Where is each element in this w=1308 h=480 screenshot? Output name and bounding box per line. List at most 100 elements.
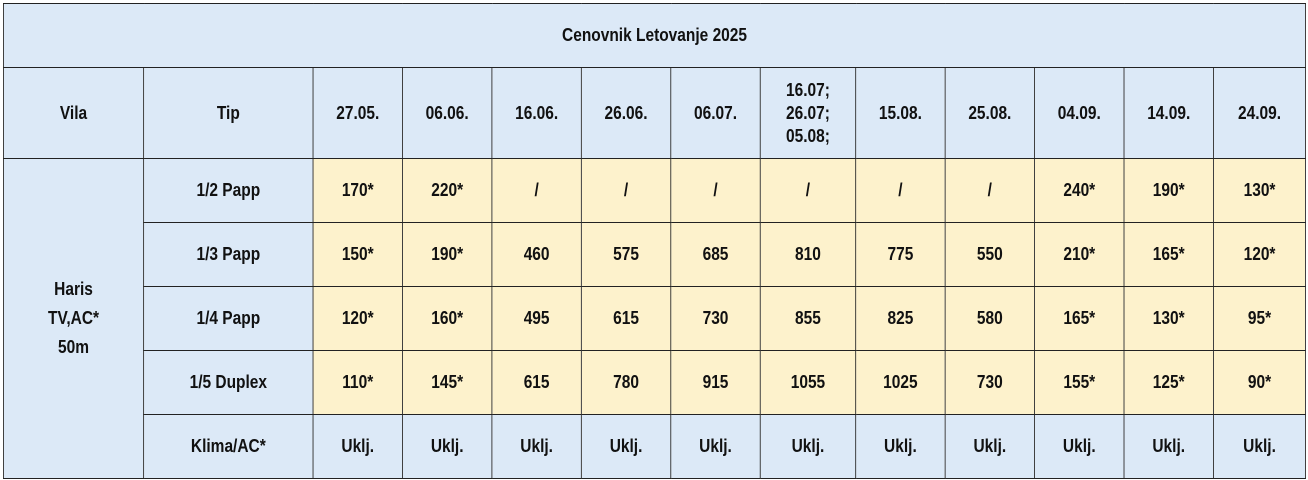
header-row: Vila Tip 27.05. 06.06. 16.06. 26.06. 06.07. 1… [3,67,1307,159]
price-cell: 190* [402,222,493,287]
price-cell: 125* [1123,350,1214,415]
price-cell: 550 [944,222,1036,287]
table-row: 1/3 Papp 150* 190* 460 575 685 810 775 550 210* 16… [3,222,1307,287]
price-cell: 685 [670,222,761,287]
price-cell: 580 [944,286,1036,351]
header-date-line: 24.09. [1238,102,1282,123]
price-cell: / [580,158,672,223]
villa-line: Haris [54,279,93,299]
room-type-cell: 1/5 Duplex [143,350,314,415]
header-date: 15.08. [855,67,946,159]
price-cell: / [491,158,582,223]
ac-cell: Uklj. [1213,414,1307,479]
ac-cell: Uklj. [759,414,857,479]
price-cell: 780 [580,350,672,415]
table-row: Klima/AC* Uklj. Uklj. Uklj. Uklj. Uklj. Uklj. U… [3,414,1307,479]
table-title: Cenovnik Letovanje 2025 [2,3,1307,68]
villa-cell: Haris TV,AC* 50m [3,158,145,479]
price-cell: 220* [402,158,493,223]
header-date: 16.06. [491,67,582,159]
price-list-table: Cenovnik Letovanje 2025 Vila Tip 27.05. 0… [2,3,1307,479]
header-date-line: 14.09. [1147,102,1191,123]
price-cell: 160* [402,286,493,351]
room-type-cell: 1/2 Papp [143,158,314,223]
villa-line: 50m [58,337,90,357]
header-vila: Vila [3,67,145,159]
price-cell: 495 [491,286,582,351]
title-row: Cenovnik Letovanje 2025 [2,3,1307,68]
header-date-line: 16.07; [786,79,830,100]
header-date: 04.09. [1034,67,1125,159]
header-date-line: 25.08. [968,102,1012,123]
header-date: 06.07. [670,67,761,159]
header-date: 26.06. [580,67,672,159]
header-date-line: 26.07; [786,102,830,123]
price-cell: 575 [580,222,672,287]
price-cell: 1025 [855,350,946,415]
ac-cell: Uklj. [1034,414,1125,479]
ac-cell: Uklj. [580,414,672,479]
price-cell: 855 [759,286,857,351]
header-date-line: 16.06. [515,102,559,123]
price-cell: / [759,158,857,223]
price-cell: 170* [312,158,403,223]
price-rows: Haris TV,AC* 50m 1/2 Papp 170* 220* / / / / //240*… [3,158,1307,479]
price-cell: 915 [670,350,761,415]
header-date-line: 27.05. [336,102,380,123]
price-cell: 165* [1123,222,1214,287]
ac-cell: Uklj. [1123,414,1214,479]
header-date: 14.09. [1123,67,1214,159]
price-cell: 145* [402,350,493,415]
price-cell: 775 [855,222,946,287]
villa-line: TV,AC* [47,308,100,328]
header-date: 24.09. [1213,67,1307,159]
price-cell: / [670,158,761,223]
price-cell: 120* [1213,222,1307,287]
price-cell: 460 [491,222,582,287]
ac-cell: Uklj. [670,414,761,479]
table-row: Haris TV,AC* 50m 1/2 Papp 170* 220* / / / / //240*… [3,158,1307,479]
room-type-cell: 1/4 Papp [143,286,314,351]
price-cell: 190* [1123,158,1214,223]
price-cell: 810 [759,222,857,287]
price-cell: 210* [1034,222,1125,287]
header-date-line: 04.09. [1057,102,1101,123]
header-date: 06.06. [402,67,493,159]
ac-cell: Uklj. [855,414,946,479]
header-date-line: 15.08. [878,102,922,123]
price-cell: 615 [491,350,582,415]
ac-cell: Uklj. [312,414,403,479]
table-row: 1/5 Duplex 110* 145* 615 780 915 1055 1025 730 15… [3,350,1307,415]
room-type-cell: Klima/AC* [143,414,314,479]
price-cell: 165* [1034,286,1125,351]
price-cell: 730 [670,286,761,351]
price-cell: 1055 [759,350,857,415]
table-row: 1/4 Papp 120* 160* 495 615 730 855 825 580 165* 13… [3,286,1307,351]
header-date-line: 06.07. [693,102,738,123]
price-cell: 110* [312,350,403,415]
header-date: 16.07; 26.07; 05.08; [759,67,857,159]
price-cell: 130* [1213,158,1307,223]
header-date-line: 05.08; [786,125,830,146]
price-cell: 730 [944,350,1036,415]
price-cell: 90* [1213,350,1307,415]
price-cell: / [944,158,1036,223]
ac-cell: Uklj. [402,414,493,479]
price-cell: 825 [855,286,946,351]
header-date-line: 06.06. [425,102,469,123]
price-cell: 150* [312,222,403,287]
header-date-line: 26.06. [604,102,648,123]
ac-cell: Uklj. [944,414,1036,479]
ac-cell: Uklj. [491,414,582,479]
price-cell: 130* [1123,286,1214,351]
room-type-cell: 1/3 Papp [143,222,314,287]
price-cell: 95* [1213,286,1307,351]
price-cell: / [855,158,946,223]
price-cell: 240* [1034,158,1125,223]
header-date: 25.08. [944,67,1036,159]
header-tip: Tip [143,67,314,159]
header-date: 27.05. [312,67,403,159]
price-list-container: Cenovnik Letovanje 2025 Vila Tip 27.05. 0… [2,3,1308,479]
price-cell: 615 [580,286,672,351]
price-cell: 120* [312,286,403,351]
